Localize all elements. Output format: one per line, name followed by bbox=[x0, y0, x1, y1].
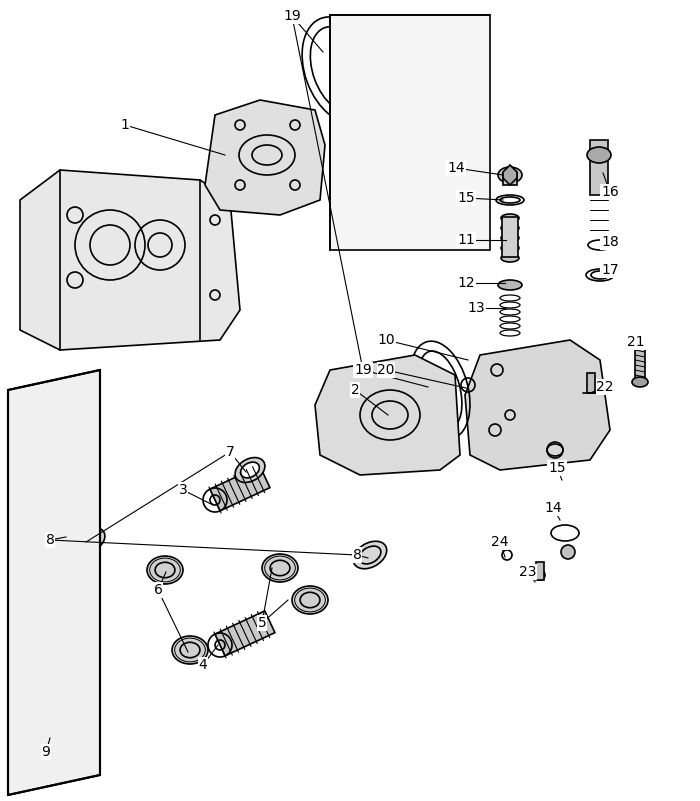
Polygon shape bbox=[465, 340, 610, 470]
Text: 4: 4 bbox=[199, 658, 207, 672]
Polygon shape bbox=[503, 165, 517, 185]
Ellipse shape bbox=[501, 224, 519, 232]
Ellipse shape bbox=[587, 147, 611, 163]
Text: 23: 23 bbox=[519, 565, 537, 579]
Bar bbox=[502, 217, 518, 257]
Ellipse shape bbox=[235, 457, 265, 482]
Text: 24: 24 bbox=[491, 535, 509, 549]
Text: 14: 14 bbox=[447, 161, 465, 175]
Text: 8: 8 bbox=[46, 533, 55, 547]
Ellipse shape bbox=[172, 636, 208, 664]
Bar bbox=[590, 140, 608, 195]
Text: 11: 11 bbox=[457, 233, 475, 247]
Ellipse shape bbox=[75, 528, 105, 553]
Circle shape bbox=[535, 570, 545, 580]
Text: 8: 8 bbox=[353, 548, 361, 562]
Polygon shape bbox=[315, 355, 460, 475]
Ellipse shape bbox=[498, 167, 522, 183]
Text: 15: 15 bbox=[457, 191, 475, 205]
Ellipse shape bbox=[292, 586, 328, 614]
Text: 14: 14 bbox=[544, 501, 562, 515]
Ellipse shape bbox=[29, 714, 81, 756]
Text: 21: 21 bbox=[627, 335, 645, 349]
Ellipse shape bbox=[80, 532, 99, 548]
Text: 20: 20 bbox=[377, 363, 395, 377]
Text: 22: 22 bbox=[596, 380, 614, 394]
Text: 5: 5 bbox=[258, 616, 267, 630]
Text: 19: 19 bbox=[354, 363, 372, 377]
Ellipse shape bbox=[147, 556, 183, 584]
Text: 16: 16 bbox=[601, 185, 619, 199]
Ellipse shape bbox=[241, 462, 259, 478]
Text: 15: 15 bbox=[548, 461, 566, 475]
Bar bbox=[503, 173, 517, 185]
Ellipse shape bbox=[498, 280, 522, 290]
Text: 3: 3 bbox=[178, 483, 188, 497]
Text: 10: 10 bbox=[377, 333, 395, 347]
Ellipse shape bbox=[501, 234, 519, 242]
Polygon shape bbox=[20, 170, 240, 350]
Bar bbox=[635, 345, 645, 380]
Text: 9: 9 bbox=[41, 745, 50, 759]
Ellipse shape bbox=[262, 554, 298, 582]
Polygon shape bbox=[205, 100, 325, 215]
Text: 7: 7 bbox=[225, 445, 234, 459]
Text: 1: 1 bbox=[120, 118, 130, 132]
Ellipse shape bbox=[354, 541, 386, 569]
Text: 18: 18 bbox=[601, 235, 619, 249]
Ellipse shape bbox=[50, 518, 90, 551]
Polygon shape bbox=[330, 15, 490, 250]
Text: 2: 2 bbox=[351, 383, 359, 397]
Ellipse shape bbox=[632, 377, 648, 387]
Ellipse shape bbox=[501, 254, 519, 262]
Polygon shape bbox=[210, 466, 270, 511]
Polygon shape bbox=[215, 611, 275, 656]
Text: 19: 19 bbox=[283, 9, 301, 23]
Bar bbox=[536, 562, 544, 580]
Polygon shape bbox=[8, 370, 100, 795]
Text: 13: 13 bbox=[467, 301, 485, 315]
Circle shape bbox=[561, 545, 575, 559]
Text: 17: 17 bbox=[601, 263, 619, 277]
Text: 12: 12 bbox=[457, 276, 475, 290]
Ellipse shape bbox=[501, 214, 519, 222]
Bar bbox=[587, 373, 595, 393]
Ellipse shape bbox=[501, 244, 519, 252]
Text: 6: 6 bbox=[153, 583, 162, 597]
